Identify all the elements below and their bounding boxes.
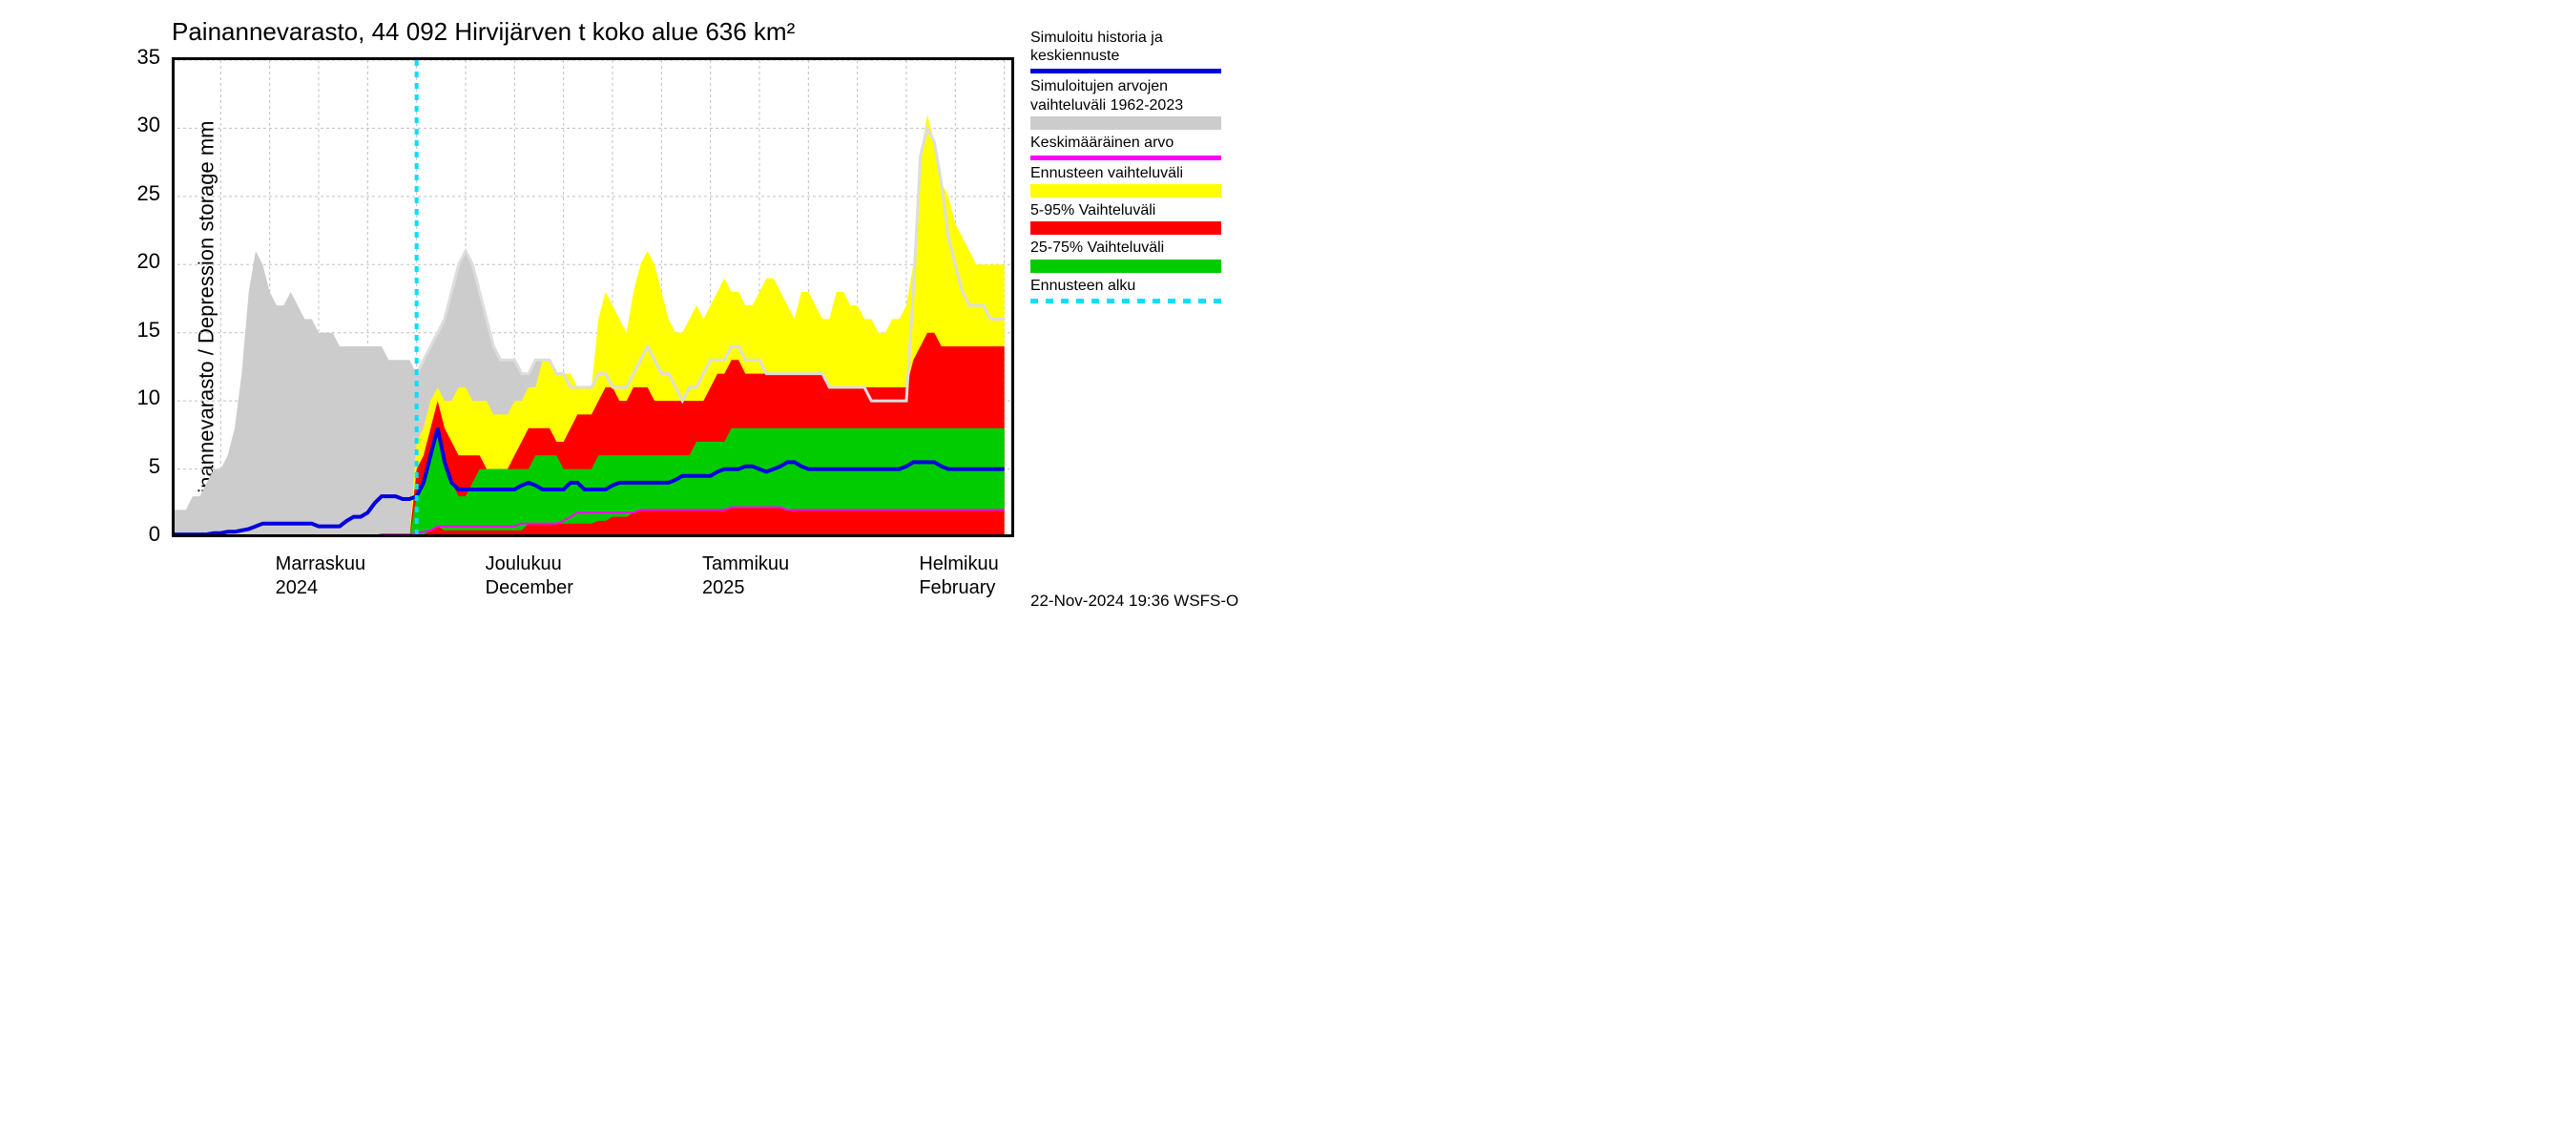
legend-item: Simuloitujen arvojen vaihteluväli 1962-2…: [1030, 77, 1221, 129]
legend-text: Ennusteen alku: [1030, 277, 1221, 295]
legend-swatch: [1030, 69, 1221, 73]
legend-text: Simuloitujen arvojen vaihteluväli 1962-2…: [1030, 77, 1221, 114]
y-tick-label: 25: [113, 181, 160, 206]
y-axis: [172, 57, 175, 534]
x-tick-label: Helmikuu: [919, 553, 998, 575]
legend-text: Keskimääräinen arvo: [1030, 134, 1221, 152]
legend-text: 5-95% Vaihteluväli: [1030, 201, 1221, 219]
footer-text: 22-Nov-2024 19:36 WSFS-O: [1030, 592, 1238, 611]
y-tick-label: 35: [113, 45, 160, 70]
x-tick-label-secondary: 2024: [276, 577, 319, 599]
legend-text: 25-75% Vaihteluväli: [1030, 239, 1221, 257]
x-tick-label: Joulukuu: [486, 553, 562, 575]
chart-title: Painannevarasto, 44 092 Hirvijärven t ko…: [172, 17, 795, 47]
x-tick-label-secondary: February: [919, 577, 995, 599]
legend-item: Ennusteen vaihteluväli: [1030, 164, 1221, 198]
chart-container: Painannevarasto, 44 092 Hirvijärven t ko…: [0, 0, 1431, 639]
x-tick-label: Tammikuu: [702, 553, 789, 575]
plot-svg: [172, 60, 1011, 537]
x-tick-label: Marraskuu: [276, 553, 365, 575]
legend-item: Simuloitu historia ja keskiennuste: [1030, 29, 1221, 73]
y-tick-label: 20: [113, 249, 160, 274]
legend-item: 25-75% Vaihteluväli: [1030, 239, 1221, 272]
legend-item: Ennusteen alku: [1030, 277, 1221, 303]
legend-swatch: [1030, 299, 1221, 303]
legend-swatch: [1030, 116, 1221, 130]
legend-item: Keskimääräinen arvo: [1030, 134, 1221, 160]
legend-swatch: [1030, 156, 1221, 160]
y-tick-label: 0: [113, 522, 160, 547]
x-axis: [172, 534, 1011, 537]
plot-area: [172, 57, 1014, 537]
legend-text: Simuloitu historia ja keskiennuste: [1030, 29, 1221, 65]
y-tick-label: 15: [113, 318, 160, 343]
y-tick-label: 10: [113, 385, 160, 410]
y-tick-label: 30: [113, 113, 160, 137]
legend: Simuloitu historia ja keskiennuste Simulo…: [1030, 29, 1221, 307]
legend-swatch: [1030, 184, 1221, 198]
legend-item: 5-95% Vaihteluväli: [1030, 201, 1221, 235]
x-tick-label-secondary: 2025: [702, 577, 745, 599]
legend-text: Ennusteen vaihteluväli: [1030, 164, 1221, 182]
legend-swatch: [1030, 221, 1221, 235]
legend-swatch: [1030, 260, 1221, 273]
x-tick-label-secondary: December: [486, 577, 573, 599]
y-tick-label: 5: [113, 454, 160, 479]
